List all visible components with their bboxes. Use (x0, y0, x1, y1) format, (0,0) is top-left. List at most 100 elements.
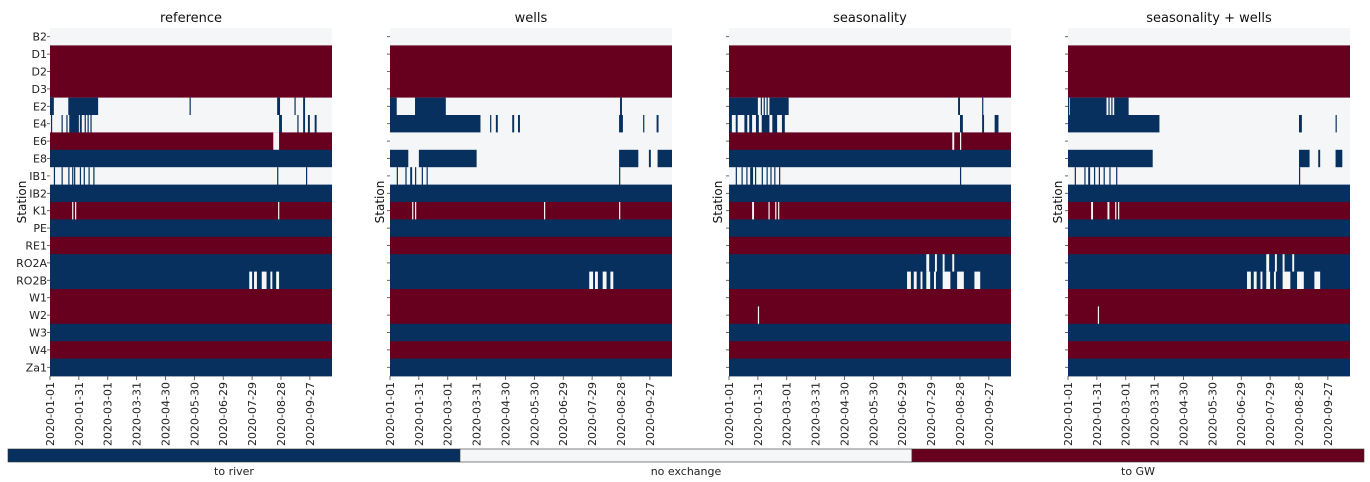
segment-ib1 (79, 167, 82, 185)
x-tick-label: 2020-05-30 (528, 382, 541, 446)
segment-w2 (1097, 306, 1100, 325)
segment-ib1 (1298, 167, 1301, 185)
segment-e4 (79, 115, 82, 133)
x-tick-label: 2020-08-28 (615, 382, 628, 446)
legend-swatch-gw (911, 448, 1365, 463)
segment-e4 (1068, 115, 1160, 133)
cell-re1 (390, 236, 672, 255)
segment-e4 (390, 115, 481, 133)
segment-ro2b (254, 271, 257, 290)
segment-e2 (763, 97, 765, 116)
segment-ib1 (774, 167, 776, 185)
segment-e8 (1298, 149, 1310, 168)
x-tick-label: 2020-05-30 (1206, 382, 1219, 446)
station-label: RE1 (25, 240, 47, 253)
segment-ib1 (779, 167, 781, 185)
segment-ib1 (746, 167, 748, 185)
cell-k1 (390, 202, 672, 220)
segment-k1 (778, 202, 780, 220)
segment-e4 (1335, 115, 1337, 133)
cell-b2 (1068, 28, 1350, 46)
segment-ro2b (942, 271, 951, 290)
segment-ro2b (1273, 271, 1276, 290)
segment-ib1 (61, 167, 63, 185)
x-tick-label: 2020-08-28 (954, 382, 967, 446)
segment-e4 (982, 115, 985, 133)
segment-k1 (619, 202, 621, 220)
segment-e2 (189, 97, 191, 116)
station-label: K1 (33, 205, 47, 218)
cell-e6 (390, 132, 672, 151)
segment-e4 (512, 115, 515, 133)
cell-w2 (50, 306, 332, 325)
cell-za1 (50, 358, 332, 377)
x-tick-label: 2020-07-29 (1264, 382, 1277, 446)
panel-seasonality: seasonality Station 2020-01-01 2020-01-31 20… (711, 11, 1011, 446)
segment-k1 (415, 202, 417, 220)
station-label: PE (33, 222, 47, 235)
segment-e4 (619, 115, 623, 133)
cell-d3 (390, 80, 672, 98)
segment-ro2b (1253, 271, 1257, 290)
segment-ib1 (735, 167, 737, 185)
cell-ro2a (50, 254, 332, 272)
cell-e2 (729, 97, 1011, 116)
segment-ib1 (1103, 167, 1105, 185)
segment-ro2b (957, 271, 964, 290)
segment-e2 (760, 97, 762, 116)
cell-d1 (50, 45, 332, 64)
segment-e4 (490, 115, 492, 133)
segment-ib1 (754, 167, 757, 185)
segment-e4 (495, 115, 498, 133)
segment-ro2b (920, 271, 923, 290)
y-axis-label: Station (15, 181, 29, 224)
segment-e8 (1068, 149, 1153, 168)
cell-w4 (390, 341, 672, 359)
segment-e4 (518, 115, 520, 133)
segment-ro2b (1297, 271, 1304, 290)
x-tick-label: 2020-01-01 (384, 382, 397, 446)
panel-title: seasonality + wells (1146, 11, 1272, 26)
segment-k1 (278, 202, 280, 220)
x-tick-label: 2020-07-29 (246, 382, 259, 446)
cell-ib1 (50, 167, 332, 185)
cell-e8 (729, 149, 1011, 168)
cell-e6 (729, 132, 1011, 151)
cell-pe (50, 219, 332, 238)
segment-e2 (729, 97, 758, 116)
x-tick-label: 2020-03-01 (1120, 382, 1133, 446)
cell-w2 (729, 306, 1011, 325)
legend-label-gw: to GW (1121, 465, 1155, 478)
cell-w1 (390, 289, 672, 307)
segment-e2 (390, 97, 397, 116)
cell-d2 (390, 62, 672, 81)
segment-e4 (755, 115, 759, 133)
cell-w1 (729, 289, 1011, 307)
x-tick-label: 2020-08-28 (275, 382, 288, 446)
panel-title: reference (160, 11, 222, 26)
segment-e4 (994, 115, 999, 133)
segment-ib1 (405, 167, 407, 185)
segment-e2 (766, 97, 768, 116)
x-tick-label: 2020-03-01 (102, 382, 115, 446)
x-tick-label: 2020-03-31 (1149, 382, 1162, 446)
cell-w4 (50, 341, 332, 359)
x-tick-label: 2020-09-27 (304, 382, 317, 446)
cell-w4 (1068, 341, 1350, 359)
segment-e4 (735, 115, 738, 133)
cell-ib2 (390, 184, 672, 203)
segment-ib1 (410, 167, 413, 185)
segment-ib1 (619, 167, 621, 185)
x-tick-label: 2020-05-30 (867, 382, 880, 446)
segment-e4 (69, 115, 79, 133)
segment-e4 (749, 115, 753, 133)
segment-ib1 (88, 167, 90, 185)
legend-label-none: no exchange (651, 465, 722, 478)
segment-e4 (314, 115, 317, 133)
segment-ro2a (952, 254, 955, 272)
segment-ib1 (415, 167, 417, 185)
segment-ro2b (974, 271, 981, 290)
segment-e2 (982, 97, 984, 116)
segment-ib1 (750, 167, 754, 185)
segment-e4 (66, 115, 68, 133)
